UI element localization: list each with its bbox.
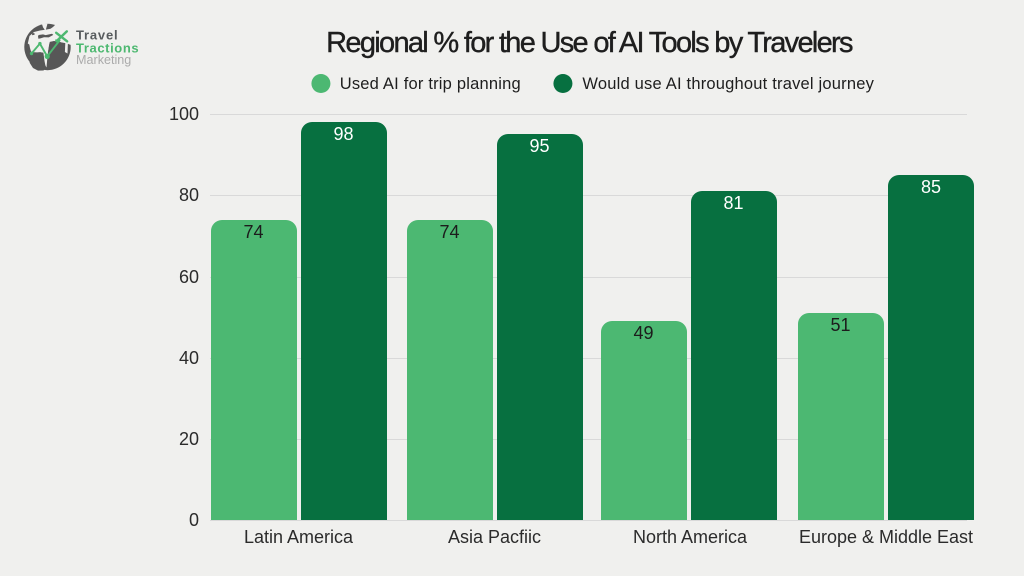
svg-text:Tractions: Tractions [76,40,139,55]
svg-text:Travel: Travel [76,28,118,43]
svg-text:Marketing: Marketing [76,53,131,67]
